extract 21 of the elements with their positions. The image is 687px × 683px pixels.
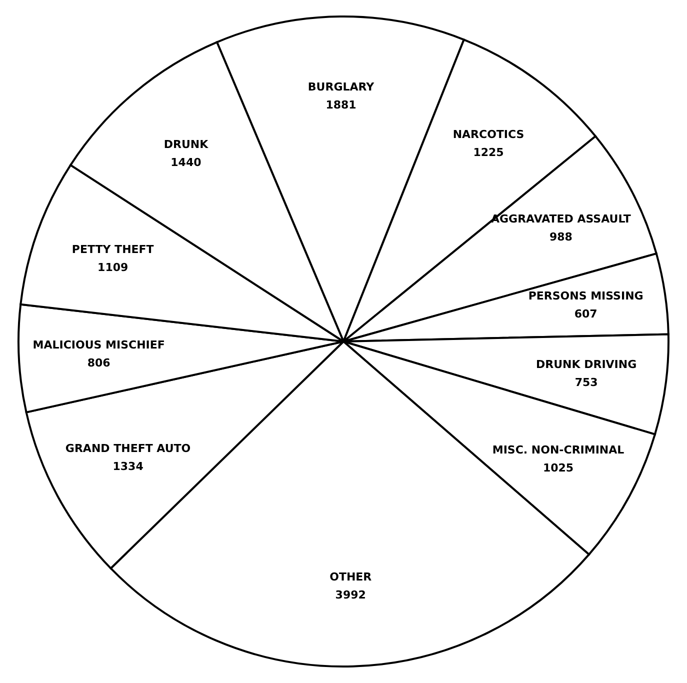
data-label: 1440 (170, 156, 202, 169)
data-label: 806 (87, 356, 111, 370)
slice-label: PETTY THEFT (72, 242, 154, 256)
slice-label: MISC. NON-CRIMINAL (492, 443, 624, 456)
data-label: 753 (574, 376, 598, 390)
slice-label: OTHER (330, 570, 372, 584)
slice-label: DRUNK DRIVING (536, 358, 637, 372)
data-label: 1225 (473, 146, 504, 160)
data-label: 1334 (112, 460, 144, 474)
data-label: 607 (574, 307, 598, 320)
slice-label: PERSONS MISSING (528, 289, 644, 302)
data-label: 1025 (542, 461, 574, 474)
slice-label: DRUNK (164, 138, 209, 151)
data-label: 988 (549, 230, 572, 244)
slice-label: BURGLARY (308, 80, 376, 94)
data-label: 1109 (98, 260, 128, 274)
slice-label: MALICIOUS MISCHIEF (32, 338, 165, 352)
data-label: 1881 (326, 98, 356, 112)
data-label: 3992 (335, 588, 366, 602)
slice-label: NARCOTICS (452, 128, 524, 142)
slice-label: GRAND THEFT AUTO (65, 442, 191, 456)
